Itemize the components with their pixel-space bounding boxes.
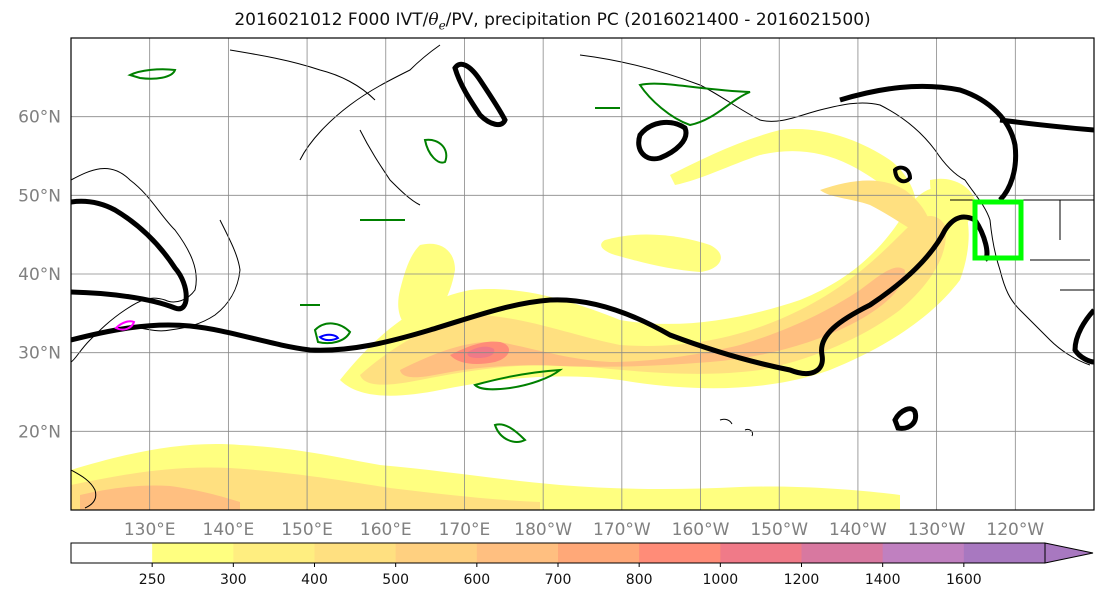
colorbar-ticks: 250 300 400 500 600 700 800 1000 1200 1400 1600 <box>139 563 982 588</box>
colorbar-segment <box>314 543 397 563</box>
longitude-label: 170°W <box>593 520 651 540</box>
coast-kamchatka <box>299 44 441 206</box>
colorbar-segment <box>963 543 1046 563</box>
longitude-label: 160°E <box>360 520 412 540</box>
colorbar-tick-label: 600 <box>463 572 490 588</box>
longitude-label: 130°E <box>124 520 176 540</box>
colorbar-segment <box>882 543 965 563</box>
coast-alaska <box>579 54 966 181</box>
colorbar-segment <box>71 543 153 563</box>
colorbar-segment <box>801 543 884 563</box>
longitude-labels: 130°E 140°E 150°E 160°E 170°E 180°W 170°W 160°W… <box>124 520 1045 540</box>
latitude-labels: 60°N 50°N 40°N 30°N 20°N <box>18 108 61 443</box>
longitude-label: 150°E <box>281 520 333 540</box>
colorbar-segment <box>558 543 640 563</box>
coast-japan <box>139 219 241 332</box>
longitude-label: 150°W <box>750 520 808 540</box>
ivt-band-north <box>670 129 917 215</box>
ivt-band-main-500 <box>400 267 905 378</box>
colorbar-tick-label: 1200 <box>784 572 820 588</box>
longitude-label: 160°W <box>672 520 730 540</box>
region-box <box>972 199 1024 261</box>
latitude-label: 30°N <box>18 344 61 364</box>
colorbar-tick-label: 800 <box>626 572 653 588</box>
longitude-label: 140°W <box>829 520 887 540</box>
pv-contour-ring <box>892 406 919 431</box>
ivt-band-mid <box>601 234 721 272</box>
theta-contour-7 <box>300 107 620 306</box>
longitude-label: 130°W <box>908 520 966 540</box>
ivt-shading <box>71 129 976 510</box>
pv-contour-east <box>1072 308 1094 365</box>
colorbar-segment <box>152 543 234 563</box>
colorbar-tick-label: 700 <box>545 572 572 588</box>
longitude-label: 120°W <box>986 520 1044 540</box>
pv-contour-main <box>71 214 990 376</box>
colorbar-tick-label: 250 <box>139 572 166 588</box>
latitude-label: 60°N <box>18 108 61 128</box>
colorbar-tick-label: 400 <box>301 572 328 588</box>
theta-contour-2 <box>638 82 751 127</box>
magenta-contour <box>114 320 136 331</box>
contours <box>71 61 1094 443</box>
colorbar-segment <box>233 543 315 563</box>
coast-na-west <box>964 179 1091 366</box>
theta-contour-4 <box>313 322 352 345</box>
pv-contour-aleutian <box>452 61 508 128</box>
map-frame <box>70 37 1095 511</box>
colorbar-tick-label: 1400 <box>865 572 901 588</box>
longitude-label: 140°E <box>203 520 255 540</box>
philippines <box>71 469 97 509</box>
colorbar-tick-label: 300 <box>220 572 247 588</box>
blue-contour <box>318 333 340 342</box>
colorbar-tick-label: 1600 <box>946 572 982 588</box>
colorbar-tick-label: 1000 <box>703 572 739 588</box>
pv-contour-small <box>892 165 913 184</box>
map-title: 2016021012 F000 IVT/θe/PV, precipitation… <box>234 10 871 33</box>
latitude-label: 50°N <box>18 186 61 206</box>
coast-hawaii <box>719 418 753 437</box>
ivt-band-ne <box>930 178 976 225</box>
latitude-label: 40°N <box>18 265 61 285</box>
colorbar-segment <box>639 543 721 563</box>
latitude-label: 20°N <box>18 422 61 442</box>
map-plot-area <box>71 38 1094 510</box>
pv-contour-alaska <box>636 119 689 162</box>
colorbar-segment <box>720 543 802 563</box>
colorbar-segment <box>395 543 478 563</box>
coast-siberia <box>229 49 376 101</box>
ivt-band-south3 <box>80 485 240 510</box>
theta-contour-1 <box>127 68 177 80</box>
ivt-band-west <box>398 243 455 330</box>
colorbar-segment <box>476 543 559 563</box>
longitude-label: 180°W <box>514 520 572 540</box>
theta-contour-3 <box>423 138 448 164</box>
colorbar-tick-label: 500 <box>382 572 409 588</box>
longitude-label: 170°E <box>439 520 491 540</box>
pv-contour-gulf <box>839 83 1094 202</box>
graticule <box>71 38 1094 510</box>
colorbar-extend-arrow <box>1044 542 1094 564</box>
theta-contour-6 <box>493 423 527 443</box>
colorbar <box>70 542 1094 564</box>
theta-contour-5 <box>473 368 564 391</box>
pv-contour-west <box>71 198 189 312</box>
